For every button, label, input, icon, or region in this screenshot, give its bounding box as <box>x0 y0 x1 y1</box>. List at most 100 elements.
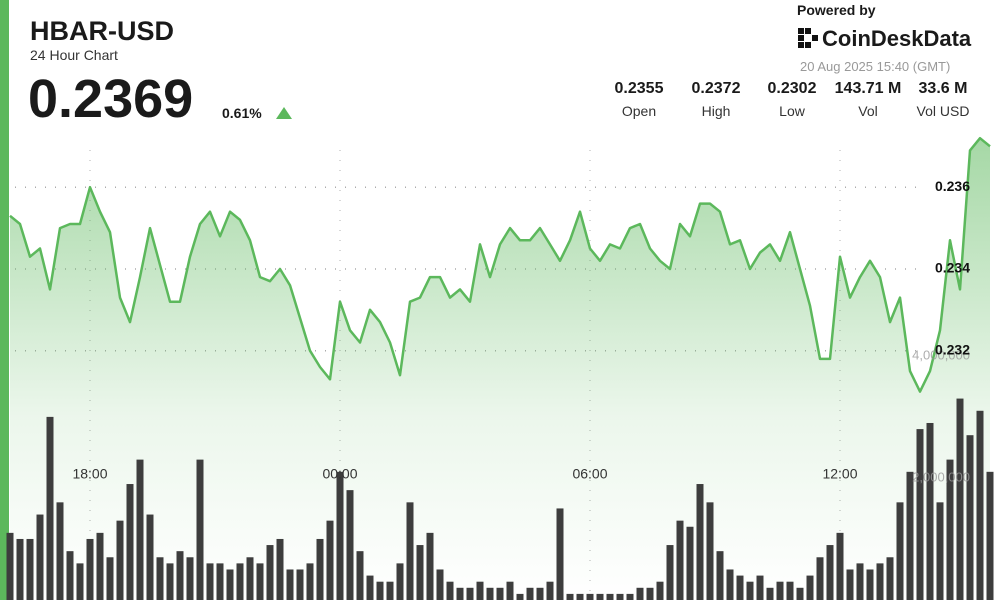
volume-bar <box>486 587 494 600</box>
volume-bar <box>346 490 354 600</box>
brand: CoinDeskData <box>822 26 972 51</box>
volume-bar <box>986 471 994 600</box>
volume-bar <box>316 538 324 600</box>
volume-bar <box>966 435 974 600</box>
volume-bar <box>886 557 894 600</box>
volume-bar <box>306 563 314 600</box>
volume-bar <box>76 563 84 600</box>
stat-label: Low <box>779 103 805 119</box>
volume-bar <box>246 557 254 600</box>
volume-bar <box>766 587 774 600</box>
symbol: HBAR-USD <box>30 16 174 46</box>
stat-label: Vol <box>858 103 878 119</box>
volume-bar <box>176 551 184 600</box>
volume-bar <box>826 545 834 600</box>
volume-bar <box>256 563 264 600</box>
x-tick-label: 18:00 <box>72 466 107 482</box>
timestamp: 20 Aug 2025 15:40 (GMT) <box>800 59 951 74</box>
volume-bar <box>396 563 404 600</box>
brand-logo <box>798 28 818 48</box>
volume-bar <box>466 587 474 600</box>
x-tick-label: 06:00 <box>572 466 607 482</box>
powered-by: Powered by <box>797 2 876 18</box>
volume-bar <box>806 575 814 600</box>
volume-bar <box>756 575 764 600</box>
volume-bar <box>646 587 654 600</box>
volume-bar <box>16 538 24 600</box>
volume-bar <box>896 502 904 600</box>
volume-bar <box>566 593 574 600</box>
volume-bar <box>336 471 344 600</box>
volume-bar <box>736 575 744 600</box>
volume-bar <box>956 398 964 600</box>
volume-bar <box>156 557 164 600</box>
volume-bar <box>446 581 454 600</box>
stat-label: High <box>701 103 731 119</box>
volume-bar <box>746 581 754 600</box>
volume-bar <box>916 429 924 600</box>
volume-bar <box>116 520 124 600</box>
volume-bar <box>66 551 74 600</box>
volume-bar <box>636 587 644 600</box>
volume-bar <box>796 587 804 600</box>
volume-bar <box>726 569 734 600</box>
volume-bar <box>136 459 144 600</box>
volume-bar <box>516 593 524 600</box>
volume-bar <box>206 563 214 600</box>
volume-bar <box>536 587 544 600</box>
price: 0.2369 <box>28 69 194 129</box>
volume-bar <box>876 563 884 600</box>
volume-bar <box>656 581 664 600</box>
price-area <box>10 138 990 600</box>
volume-bar <box>126 484 134 600</box>
volume-bar <box>926 422 934 600</box>
volume-bar <box>276 538 284 600</box>
y-tick-label: 0.232 <box>935 341 970 357</box>
x-tick-label: 00:00 <box>322 466 357 482</box>
stat-label: Vol USD <box>916 103 970 119</box>
volume-bar <box>6 532 14 600</box>
volume-bar <box>406 502 414 600</box>
volume-bar <box>416 545 424 600</box>
y2-tick-label: 2,000,000 <box>912 469 970 484</box>
volume-bar <box>286 569 294 600</box>
stat-label: Open <box>621 103 657 119</box>
volume-bar <box>556 508 564 600</box>
volume-bar <box>686 526 694 600</box>
volume-bar <box>326 520 334 600</box>
volume-bar <box>906 471 914 600</box>
volume-bar <box>616 593 624 600</box>
volume-bar <box>786 581 794 600</box>
volume-bar <box>706 502 714 600</box>
volume-bar <box>196 459 204 600</box>
change: 0.61% <box>222 105 262 121</box>
volume-bar <box>476 581 484 600</box>
stat-value: 0.2372 <box>691 80 741 97</box>
volume-bar <box>376 581 384 600</box>
volume-bar <box>836 532 844 600</box>
volume-bar <box>586 593 594 600</box>
volume-bar <box>86 538 94 600</box>
volume-bar <box>506 581 514 600</box>
volume-bar <box>626 593 634 600</box>
volume-bar <box>666 545 674 600</box>
volume-bar <box>366 575 374 600</box>
volume-bar <box>456 587 464 600</box>
volume-bar <box>596 593 604 600</box>
volume-bar <box>946 459 954 600</box>
volume-bar <box>96 532 104 600</box>
volume-bar <box>846 569 854 600</box>
stat-value: 0.2355 <box>614 80 664 97</box>
volume-bar <box>146 514 154 600</box>
volume-bar <box>526 587 534 600</box>
volume-bar <box>46 416 54 600</box>
y-tick-label: 0.234 <box>935 260 970 276</box>
x-tick-label: 12:00 <box>822 466 857 482</box>
volume-bar <box>546 581 554 600</box>
volume-bar <box>166 563 174 600</box>
stat-value: 0.2302 <box>767 80 817 97</box>
volume-bar <box>296 569 304 600</box>
volume-bar <box>606 593 614 600</box>
